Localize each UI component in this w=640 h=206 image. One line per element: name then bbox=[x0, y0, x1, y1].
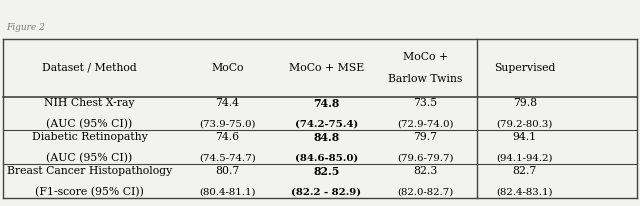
Text: Figure 2: Figure 2 bbox=[6, 23, 45, 32]
Text: (72.9-74.0): (72.9-74.0) bbox=[397, 119, 454, 128]
Text: Barlow Twins: Barlow Twins bbox=[388, 74, 463, 84]
Text: (82.0-82.7): (82.0-82.7) bbox=[397, 187, 454, 196]
Text: (AUC (95% CI)): (AUC (95% CI)) bbox=[47, 119, 132, 129]
Text: 73.5: 73.5 bbox=[413, 98, 438, 108]
Text: NIH Chest X-ray: NIH Chest X-ray bbox=[44, 98, 135, 108]
Text: (80.4-81.1): (80.4-81.1) bbox=[199, 187, 255, 196]
Text: Supervised: Supervised bbox=[494, 63, 556, 73]
Text: 82.5: 82.5 bbox=[313, 165, 340, 177]
Text: MoCo +: MoCo + bbox=[403, 52, 448, 62]
Text: Breast Cancer Histopathology: Breast Cancer Histopathology bbox=[7, 166, 172, 176]
Text: (AUC (95% CI)): (AUC (95% CI)) bbox=[47, 153, 132, 163]
Text: 79.8: 79.8 bbox=[513, 98, 537, 108]
Text: (82.2 - 82.9): (82.2 - 82.9) bbox=[291, 187, 362, 196]
Text: Dataset / Method: Dataset / Method bbox=[42, 63, 137, 73]
Text: (73.9-75.0): (73.9-75.0) bbox=[199, 119, 255, 128]
Text: (94.1-94.2): (94.1-94.2) bbox=[497, 153, 553, 162]
Text: 80.7: 80.7 bbox=[215, 166, 239, 176]
Text: 94.1: 94.1 bbox=[513, 132, 537, 142]
Text: (79.2-80.3): (79.2-80.3) bbox=[497, 119, 553, 128]
Text: 79.7: 79.7 bbox=[413, 132, 438, 142]
Text: MoCo: MoCo bbox=[211, 63, 243, 73]
Text: (82.4-83.1): (82.4-83.1) bbox=[497, 187, 553, 196]
Text: 74.6: 74.6 bbox=[215, 132, 239, 142]
Text: 74.8: 74.8 bbox=[313, 98, 340, 109]
Text: MoCo + MSE: MoCo + MSE bbox=[289, 63, 364, 73]
Text: (79.6-79.7): (79.6-79.7) bbox=[397, 153, 454, 162]
Text: Diabetic Retinopathy: Diabetic Retinopathy bbox=[32, 132, 147, 142]
Text: (F1-score (95% CI)): (F1-score (95% CI)) bbox=[35, 187, 144, 197]
Text: 84.8: 84.8 bbox=[313, 132, 340, 143]
Text: (74.2-75.4): (74.2-75.4) bbox=[295, 119, 358, 128]
Text: 74.4: 74.4 bbox=[215, 98, 239, 108]
Text: (74.5-74.7): (74.5-74.7) bbox=[199, 153, 255, 162]
Text: 82.7: 82.7 bbox=[513, 166, 537, 176]
Text: (84.6-85.0): (84.6-85.0) bbox=[295, 153, 358, 162]
Text: 82.3: 82.3 bbox=[413, 166, 438, 176]
